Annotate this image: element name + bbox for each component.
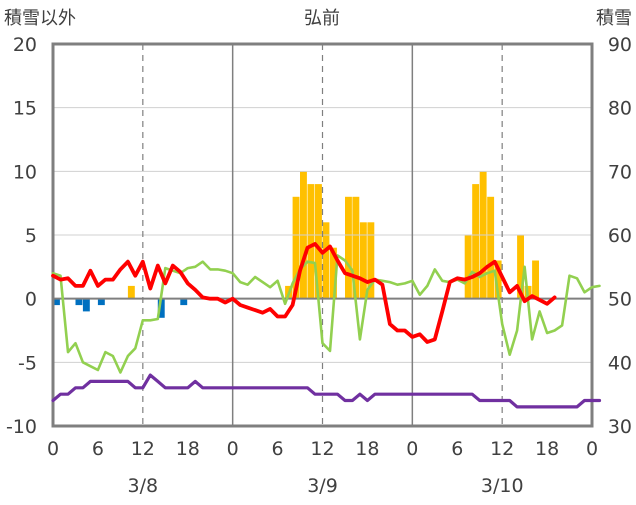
y-right-tick-label: 90 <box>608 34 632 56</box>
date-label: 3/10 <box>481 475 524 497</box>
x-tick-label: 12 <box>310 438 334 460</box>
date-label: 3/9 <box>307 475 338 497</box>
left-axis-title: 積雪以外 <box>4 8 76 29</box>
bar-1 <box>75 298 83 306</box>
y-left-tick-label: -10 <box>6 416 37 438</box>
x-tick-label: 18 <box>355 438 379 460</box>
bar-8 <box>292 196 300 299</box>
y-right-tick-label: 40 <box>608 352 632 374</box>
x-tick-label: 6 <box>92 438 104 460</box>
bar-0 <box>53 298 60 306</box>
bar-11 <box>315 184 322 299</box>
y-left-tick-label: 15 <box>13 98 37 120</box>
y-right-tick-label: 60 <box>608 225 632 247</box>
date-label: 3/8 <box>128 475 159 497</box>
bar-6 <box>180 298 188 306</box>
bar-18 <box>464 235 472 299</box>
y-right-tick-label: 30 <box>608 416 632 438</box>
x-tick-label: 0 <box>406 438 418 460</box>
y-right-tick-label: 70 <box>608 161 632 183</box>
y-left-tick-label: -5 <box>18 352 37 374</box>
bar-23 <box>517 235 524 299</box>
series-line-red <box>51 241 557 344</box>
grid-layer <box>51 42 594 428</box>
x-tick-label: 6 <box>451 438 463 460</box>
plot-frame <box>51 42 594 428</box>
bar-12 <box>322 222 330 299</box>
bar-16 <box>359 222 367 299</box>
y-left-tick-label: 5 <box>25 225 37 247</box>
bar-21 <box>487 196 495 299</box>
x-tick-label: 0 <box>47 438 59 460</box>
lines-layer <box>51 241 602 409</box>
x-tick-label: 18 <box>535 438 559 460</box>
x-tick-label: 6 <box>272 438 284 460</box>
bar-5 <box>157 298 165 318</box>
bar-3 <box>97 298 105 306</box>
y-right-tick-label: 50 <box>608 289 632 311</box>
bar-25 <box>532 260 539 299</box>
x-tick-label: 12 <box>490 438 514 460</box>
bar-15 <box>352 196 360 299</box>
y-left-tick-label: 20 <box>13 34 37 56</box>
bar-22 <box>494 260 502 299</box>
bar-4 <box>127 285 135 299</box>
x-tick-label: 0 <box>586 438 598 460</box>
x-tick-label: 18 <box>176 438 200 460</box>
y-left-tick-label: 10 <box>13 161 37 183</box>
bar-13 <box>330 247 337 299</box>
bar-10 <box>307 184 315 299</box>
y-right-tick-label: 80 <box>608 98 632 120</box>
right-axis-title: 積雪 <box>596 8 632 29</box>
bar-19 <box>472 184 480 299</box>
x-tick-label: 0 <box>227 438 239 460</box>
bar-17 <box>367 222 375 299</box>
bar-14 <box>345 196 352 299</box>
series-line-purple <box>51 373 602 409</box>
x-tick-label: 12 <box>131 438 155 460</box>
chart-title: 弘前 <box>304 8 340 29</box>
bar-2 <box>82 298 90 312</box>
series-line-green <box>51 254 601 374</box>
y-left-tick-label: 0 <box>25 289 37 311</box>
